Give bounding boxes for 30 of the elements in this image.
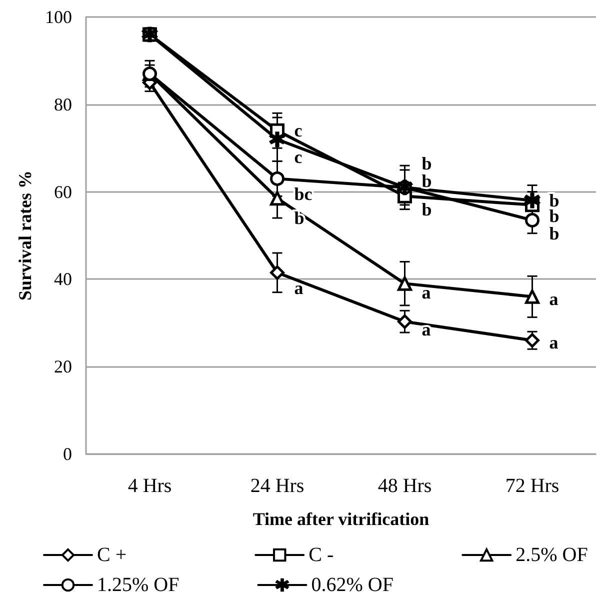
x-tick-label: 72 Hrs <box>505 475 560 497</box>
legend-label: C - <box>308 544 334 566</box>
y-tick-label: 0 <box>63 444 72 464</box>
annotation: b <box>294 208 304 228</box>
x-axis-title: Time after vitrification <box>252 509 430 529</box>
y-tick-label: 80 <box>54 94 72 114</box>
annotation: c <box>294 146 302 167</box>
legend-label: 1.25% OF <box>97 574 180 596</box>
legend-label: C + <box>97 544 127 566</box>
annotation: bc <box>294 184 312 204</box>
x-tick-label: 24 Hrs <box>250 475 304 497</box>
annotation: a <box>549 288 558 309</box>
annotation: c <box>294 120 302 141</box>
annotation: a <box>422 282 431 302</box>
y-tick-label: 100 <box>45 7 72 27</box>
annotation: b <box>422 199 432 220</box>
annotation: b <box>422 170 432 191</box>
annotation: b <box>549 223 560 244</box>
legend-label: 2.5% OF <box>516 544 588 566</box>
y-tick-label: 20 <box>54 356 72 377</box>
legend-label: 0.62% OF <box>311 574 394 596</box>
annotation: a <box>549 332 558 353</box>
y-tick-label: 60 <box>54 182 72 202</box>
annotation: a <box>422 319 431 340</box>
x-tick-label: 48 Hrs <box>378 475 432 497</box>
annotation: a <box>294 278 304 298</box>
annotation: b <box>422 153 432 174</box>
x-tick-label: 4 Hrs <box>128 475 172 497</box>
y-axis-title: Survival rates % <box>15 170 36 300</box>
y-tick-label: 40 <box>54 269 72 290</box>
